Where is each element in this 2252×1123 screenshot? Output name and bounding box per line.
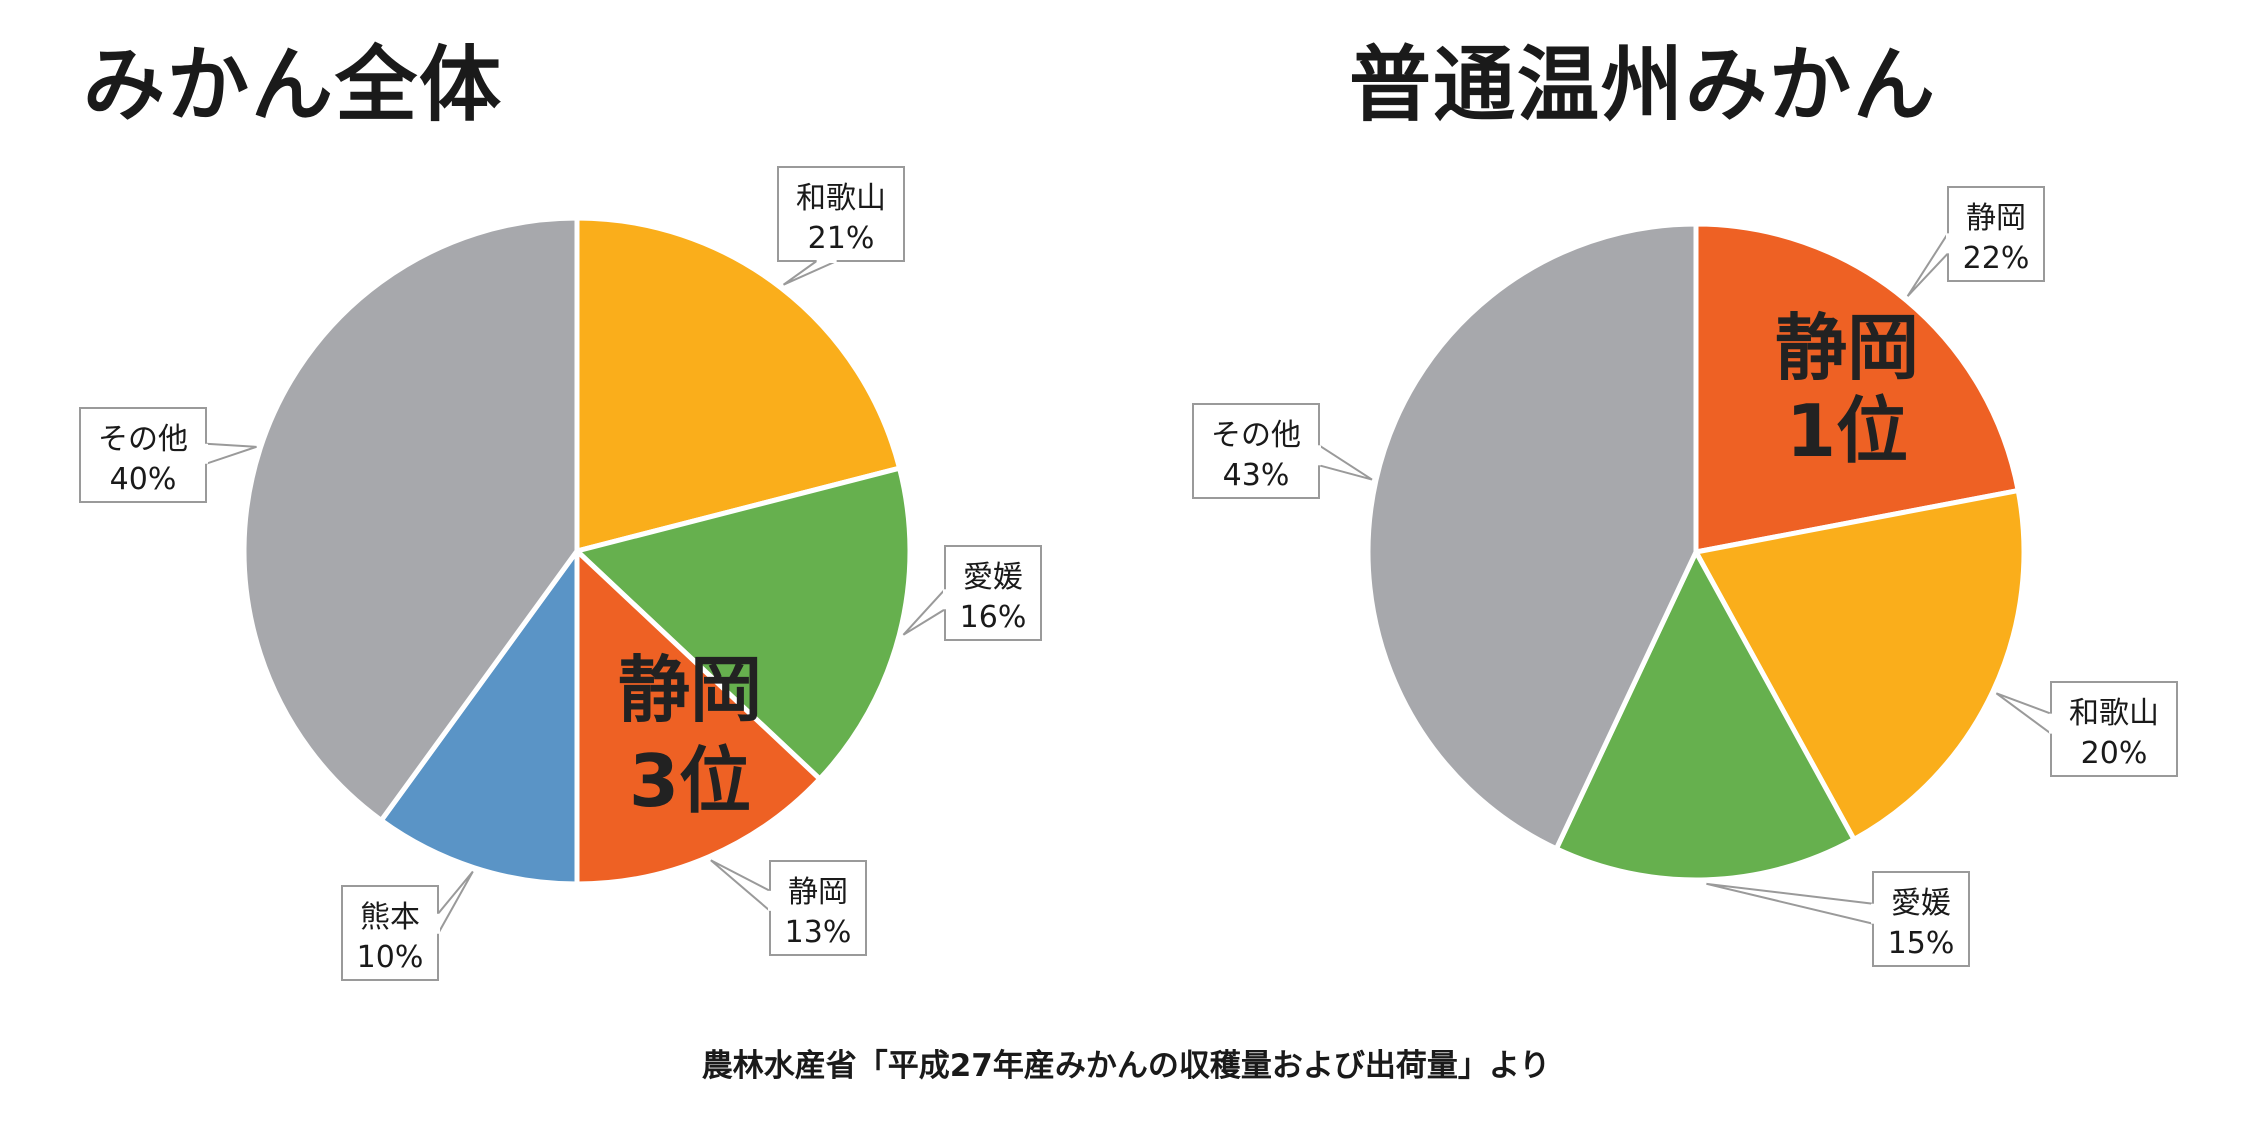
callout-value: 15% — [1888, 926, 1955, 961]
highlight-line2: 1位 — [1786, 389, 1908, 473]
callout-slice-3: 熊本 10% — [341, 870, 474, 981]
callout-label: その他 — [1211, 418, 1301, 453]
callout-slice-1: 和歌山 20% — [1995, 681, 2178, 777]
callout-pointer — [1995, 692, 2052, 736]
callout-slice-0: 静岡 22% — [1906, 186, 2045, 297]
pie-slices — [241, 215, 913, 887]
callout-pointer — [710, 859, 771, 914]
callout-pointer — [782, 260, 838, 286]
callout-label: 静岡 — [1966, 201, 2026, 236]
callout-label: 和歌山 — [796, 181, 886, 216]
pie-slice-slice-3 — [1365, 221, 1699, 852]
pie-slice-slice-2 — [574, 548, 823, 887]
pie-slice-slice-0 — [574, 215, 903, 554]
callouts: 和歌山 21% 愛媛 16% 静岡 13% 熊本 10% その他 40% — [79, 166, 1042, 981]
pie-slice-slice-2 — [1553, 549, 1857, 883]
callouts: 静岡 22% 和歌山 20% 愛媛 15% その他 43% — [1192, 186, 2178, 967]
pie-slice-slice-1 — [574, 465, 913, 782]
callout-slice-2: 静岡 13% — [710, 859, 867, 956]
callout-pointer — [1318, 443, 1373, 481]
callout-pointer — [205, 442, 257, 466]
callout-slice-1: 愛媛 16% — [902, 545, 1042, 641]
chart-title: 普通温州みかん — [1348, 38, 1937, 133]
callout-label: 熊本 — [360, 900, 420, 935]
callout-box — [1872, 871, 1970, 967]
callout-label: 静岡 — [788, 875, 848, 910]
callout-pointer — [902, 586, 946, 636]
source-note: 農林水産省「平成27年産みかんの収穫量および出荷量」より — [701, 1048, 1551, 1084]
pie-slice-slice-1 — [1693, 488, 2027, 842]
callout-value: 13% — [785, 915, 852, 950]
callout-label: その他 — [98, 422, 188, 457]
callout-slice-2: 愛媛 15% — [1706, 871, 1970, 967]
callout-box — [944, 545, 1042, 641]
callout-slice-0: 和歌山 21% — [777, 166, 905, 286]
pie-slices — [1365, 221, 2027, 883]
pie-chart-unshu-mikan: 普通温州みかん 静岡 22% 和歌山 20% 愛媛 15% その他 43% 静岡 1位 — [1126, 0, 2252, 1040]
callout-value: 10% — [357, 940, 424, 975]
highlight-line1: 静岡 — [618, 648, 762, 732]
callout-value: 21% — [808, 221, 875, 256]
callout-box — [777, 166, 905, 262]
pie-chart-all-mikan: みかん全体 和歌山 21% 愛媛 16% 静岡 13% 熊本 10% その他 40% 静岡 3位 — [0, 0, 1126, 1040]
highlight-line2: 3位 — [629, 739, 751, 823]
callout-label: 愛媛 — [963, 560, 1023, 595]
callout-value: 16% — [960, 600, 1027, 635]
callout-box — [769, 860, 867, 956]
callout-pointer — [1706, 882, 1874, 925]
callout-pointer — [1906, 229, 1949, 297]
callout-box — [79, 407, 207, 503]
callout-slice-3: その他 43% — [1192, 403, 1373, 499]
callout-slice-4: その他 40% — [79, 407, 257, 503]
callout-value: 43% — [1223, 458, 1290, 493]
pie-slice-slice-0 — [1693, 221, 2021, 555]
chart-title: みかん全体 — [82, 38, 503, 133]
callout-label: 愛媛 — [1891, 886, 1951, 921]
callout-label: 和歌山 — [2069, 696, 2159, 731]
pie-slice-slice-3 — [378, 548, 580, 887]
highlight-line1: 静岡 — [1775, 306, 1919, 390]
callout-box — [341, 885, 439, 981]
callout-value: 20% — [2081, 736, 2148, 771]
callout-value: 22% — [1963, 241, 2030, 276]
callout-box — [2050, 681, 2178, 777]
callout-pointer — [437, 870, 474, 938]
callout-value: 40% — [110, 462, 177, 497]
pie-slice-slice-4 — [241, 215, 580, 823]
